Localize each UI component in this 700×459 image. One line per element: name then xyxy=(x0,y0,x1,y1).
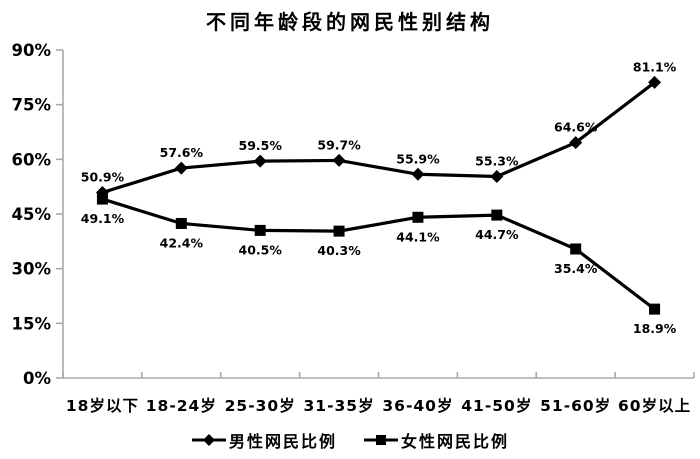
data-label: 40.5% xyxy=(239,242,283,257)
x-axis-label: 25-30岁 xyxy=(225,396,296,415)
y-tick-label: 45% xyxy=(12,205,52,224)
data-point-diamond xyxy=(332,153,346,167)
data-label: 42.4% xyxy=(160,235,204,250)
diamond-series-icon xyxy=(191,434,226,446)
data-point-square xyxy=(570,243,582,255)
series-line-square xyxy=(101,197,656,311)
data-point-diamond xyxy=(411,167,425,181)
data-label: 44.7% xyxy=(475,227,519,242)
series-line-diamond xyxy=(101,81,656,195)
data-label: 64.6% xyxy=(554,120,598,135)
data-label: 35.4% xyxy=(554,261,598,276)
x-axis-label: 18岁以下 xyxy=(66,396,139,415)
data-point-diamond xyxy=(648,75,662,89)
data-label: 59.7% xyxy=(317,137,361,152)
y-tick-label: 30% xyxy=(12,260,52,279)
y-tick-label: 75% xyxy=(12,96,52,115)
y-tick-label: 15% xyxy=(12,314,52,333)
legend-item-female: 女性网民比例 xyxy=(363,428,509,452)
y-tick-label: 90% xyxy=(12,41,52,60)
legend-label-male: 男性网民比例 xyxy=(228,432,337,451)
y-tick-label: 60% xyxy=(12,150,52,169)
data-point-diamond xyxy=(253,154,267,168)
legend-label-female: 女性网民比例 xyxy=(401,432,510,451)
data-label: 55.9% xyxy=(396,151,440,166)
x-axis-label: 41-50岁 xyxy=(461,396,532,415)
x-axis-label: 60岁以上 xyxy=(618,396,691,415)
data-point-square xyxy=(96,193,108,205)
data-label: 18.9% xyxy=(633,321,677,336)
data-label: 57.6% xyxy=(160,145,204,160)
data-point-diamond xyxy=(174,161,188,175)
square-series-icon xyxy=(364,435,398,445)
data-label: 44.1% xyxy=(396,229,440,244)
data-label: 50.9% xyxy=(81,169,125,184)
data-point-square xyxy=(175,217,187,229)
y-tick-label: 0% xyxy=(23,369,51,388)
data-point-square xyxy=(649,303,661,315)
data-label: 49.1% xyxy=(81,211,125,226)
chart-title: 不同年龄段的网民性别结构 xyxy=(206,10,494,34)
x-axis-label: 51-60岁 xyxy=(540,396,611,415)
data-point-diamond xyxy=(490,169,504,183)
data-label: 81.1% xyxy=(633,59,677,74)
data-point-square xyxy=(333,225,345,237)
x-axis-label: 36-40岁 xyxy=(382,396,453,415)
data-label: 55.3% xyxy=(475,153,519,168)
legend-item-male: 男性网民比例 xyxy=(191,428,337,452)
data-point-square xyxy=(491,209,503,221)
data-label: 59.5% xyxy=(239,138,283,153)
x-axis-label: 18-24岁 xyxy=(146,396,217,415)
data-point-square xyxy=(254,224,266,236)
data-point-diamond xyxy=(569,136,583,150)
data-point-square xyxy=(412,211,424,223)
data-label: 40.3% xyxy=(317,243,361,258)
x-axis-label: 31-35岁 xyxy=(304,396,375,415)
legend: 男性网民比例 女性网民比例 xyxy=(0,427,700,453)
